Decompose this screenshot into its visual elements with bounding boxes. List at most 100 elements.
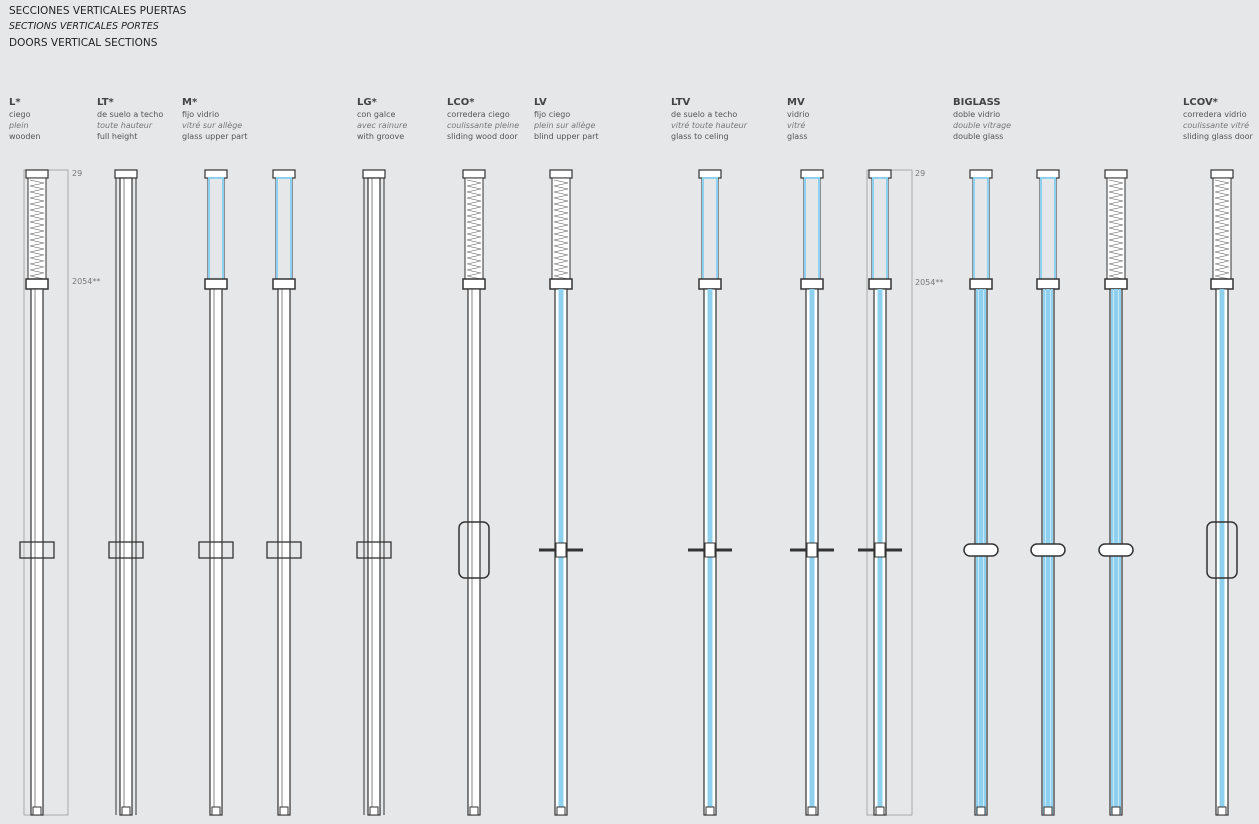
type-es: con galce xyxy=(357,110,396,119)
door-section-3-transom xyxy=(204,278,228,290)
type-fr: vitré xyxy=(787,121,806,130)
door-section-12-upper-glass xyxy=(1040,177,1056,286)
door-section-1-upper-panel xyxy=(27,177,47,286)
door-section-4-handle xyxy=(266,541,302,559)
door-section-14-hatch xyxy=(1214,179,1230,283)
title-fr: SECTIONS VERTICALES PORTES xyxy=(9,21,159,32)
door-section-9-rose xyxy=(806,542,818,558)
type-label-mv: MV vidrio vitré glass xyxy=(787,96,809,142)
door-section-8-transom xyxy=(698,278,722,290)
door-section-13-transom xyxy=(1104,278,1128,290)
type-en: with groove xyxy=(357,132,405,141)
type-label-l: L* ciego plein wooden xyxy=(9,96,40,142)
door-section-7-head xyxy=(549,169,573,179)
door-section-6-hatch xyxy=(466,179,482,283)
type-label-biglass: BIGLASS doble vidrio double vitrage double … xyxy=(953,96,1011,142)
type-code: L* xyxy=(9,97,21,108)
type-code: LCOV* xyxy=(1183,97,1218,108)
type-es: corredera vidrio xyxy=(1183,110,1247,119)
title-en: DOORS VERTICAL SECTIONS xyxy=(9,37,158,49)
type-label-ltv: LTV de suelo a techo vitré toute hauteur gl… xyxy=(671,96,747,142)
type-label-lv: LV fijo ciego plein sur allège blind upper … xyxy=(534,96,599,142)
door-section-1-transom xyxy=(25,278,49,290)
type-fr: vitré sur allège xyxy=(182,121,243,130)
door-section-1-leaf xyxy=(30,288,44,816)
door-section-13-foot xyxy=(1111,806,1121,816)
door-section-5-leaf xyxy=(367,177,381,816)
door-section-7-foot xyxy=(556,806,566,816)
type-fr: plein xyxy=(9,121,29,130)
type-fr: plein sur allège xyxy=(534,121,596,130)
type-en: glass upper part xyxy=(182,132,248,141)
door-section-1-handle xyxy=(19,541,55,559)
page-header: SECCIONES VERTICALES PUERTAS SECTIONS VE… xyxy=(9,3,186,51)
type-es: ciego xyxy=(9,110,31,119)
door-section-7-hatch xyxy=(553,179,569,283)
door-section-6-leaf xyxy=(467,288,481,816)
type-en: sliding glass door xyxy=(1183,132,1253,141)
door-section-8-rose xyxy=(704,542,716,558)
type-code: BIGLASS xyxy=(953,97,1001,108)
type-code: LG* xyxy=(357,97,377,108)
door-section-13-handle xyxy=(1098,543,1134,557)
door-section-1-foot xyxy=(32,806,42,816)
door-section-9-foot xyxy=(807,806,817,816)
type-code: LCO* xyxy=(447,97,475,108)
type-code: M* xyxy=(182,97,198,108)
door-section-12-foot xyxy=(1043,806,1053,816)
type-es: fijo ciego xyxy=(534,110,571,119)
type-es: doble vidrio xyxy=(953,110,1001,119)
door-section-6-pull-handle xyxy=(458,521,490,579)
type-es: fijo vidrio xyxy=(182,110,220,119)
type-fr: coulissante vitré xyxy=(1183,121,1250,130)
door-section-10-head xyxy=(868,169,892,179)
type-en: double glass xyxy=(953,132,1004,141)
door-section-2-foot xyxy=(121,806,131,816)
door-section-14-head xyxy=(1210,169,1234,179)
door-section-7-transom xyxy=(549,278,573,290)
type-fr: coulissante pleine xyxy=(447,121,520,130)
door-section-8-head xyxy=(698,169,722,179)
door-section-10-upper-glass xyxy=(872,177,888,286)
door-section-8-foot xyxy=(705,806,715,816)
door-section-4-head xyxy=(272,169,296,179)
type-en: glass xyxy=(787,132,808,141)
dim-top-1: 29 xyxy=(72,169,83,178)
door-section-13-upper-panel xyxy=(1106,177,1126,286)
type-es: de suelo a techo xyxy=(671,110,738,119)
dim-transom-1: 2054** xyxy=(72,277,101,286)
door-section-4-upper-glass xyxy=(276,177,292,286)
door-section-7-rose xyxy=(555,542,567,558)
type-code: LT* xyxy=(97,97,114,108)
door-section-4-transom xyxy=(272,278,296,290)
door-section-4-leaf xyxy=(277,288,291,816)
door-section-3-handle xyxy=(198,541,234,559)
type-en: blind upper part xyxy=(534,132,599,141)
door-section-3-leaf xyxy=(209,288,223,816)
dim-transom-2: 2054** xyxy=(915,278,944,287)
door-section-2-leaf xyxy=(119,177,133,816)
type-en: sliding wood door xyxy=(447,132,518,141)
title-es: SECCIONES VERTICALES PUERTAS xyxy=(9,5,187,17)
door-section-5-handle xyxy=(356,541,392,559)
door-section-11-upper-glass xyxy=(973,177,989,286)
door-section-14-upper-panel xyxy=(1212,177,1232,286)
type-label-m: M* fijo vidrio vitré sur allège glass upper… xyxy=(182,96,247,142)
type-es: vidrio xyxy=(787,110,810,119)
type-fr: avec rainure xyxy=(357,121,408,130)
door-section-12-transom xyxy=(1036,278,1060,290)
type-es: corredera ciego xyxy=(447,110,510,119)
type-code: LV xyxy=(534,97,547,108)
type-en: full height xyxy=(97,132,138,141)
type-code: MV xyxy=(787,97,805,108)
door-section-6-head xyxy=(462,169,486,179)
door-section-10-transom xyxy=(868,278,892,290)
type-label-lg: LG* con galce avec rainure with groove xyxy=(357,96,407,142)
type-en: wooden xyxy=(9,132,41,141)
type-label-lco: LCO* corredera ciego coulissante pleine sli… xyxy=(447,96,519,142)
door-section-7-upper-panel xyxy=(551,177,571,286)
type-en: glass to celing xyxy=(671,132,729,141)
door-section-1-hatch xyxy=(29,179,45,283)
type-fr: double vitrage xyxy=(953,121,1012,130)
